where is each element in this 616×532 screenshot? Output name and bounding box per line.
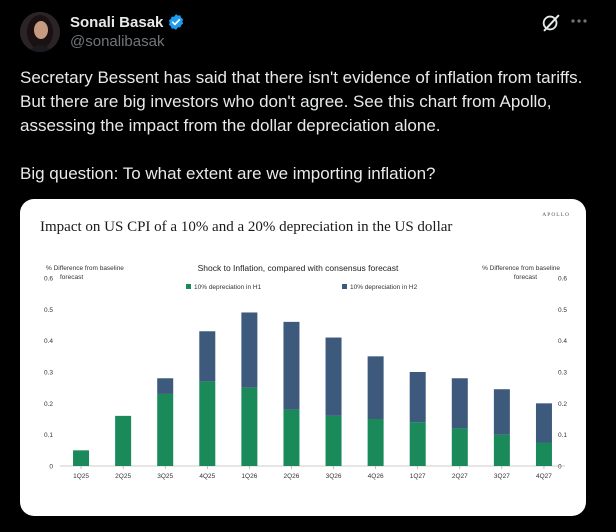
more-icon[interactable] [568, 10, 590, 32]
tweet-media-chart[interactable]: Impact on US CPI of a 10% and a 20% depr… [20, 199, 586, 516]
avatar-image [20, 12, 60, 52]
bar-3Q26-series1 [325, 415, 342, 466]
y-tick-right: 0.4 [558, 338, 567, 345]
bar-3Q25-series2 [157, 378, 174, 394]
x-tick-label: 2Q26 [284, 473, 300, 480]
y-tick-left: 0.1 [44, 432, 53, 439]
grok-icon[interactable] [540, 12, 562, 34]
y-tick-right: 0.2 [558, 401, 567, 408]
x-tick-label: 2Q25 [115, 473, 131, 480]
bar-4Q26-series2 [367, 356, 384, 419]
chart-brand-logo: APOLLO [542, 212, 570, 218]
chart-subtitle: Shock to Inflation, compared with consen… [198, 263, 399, 273]
bar-2Q27-series2 [451, 378, 468, 429]
x-tick-label: 4Q25 [199, 473, 215, 480]
x-tick-label: 3Q26 [326, 473, 342, 480]
bar-1Q25-series1 [73, 450, 90, 466]
author-name[interactable]: Sonali Basak [70, 13, 164, 31]
y-tick-left: 0 [49, 464, 53, 471]
bar-3Q26-series2 [325, 337, 342, 416]
y-axis-label-left-line2: forecast [60, 274, 83, 281]
bar-4Q26-series1 [367, 419, 384, 466]
legend-swatch-1 [186, 284, 191, 289]
x-tick-label: 4Q26 [368, 473, 384, 480]
bar-4Q27-series1 [535, 442, 552, 466]
x-tick-label: 3Q27 [494, 473, 510, 480]
x-tick-label: 2Q27 [452, 473, 468, 480]
y-tick-right: 0.6 [558, 276, 567, 283]
y-tick-left: 0.2 [44, 401, 53, 408]
legend-swatch-2 [342, 284, 347, 289]
bar-4Q27-series2 [535, 403, 552, 443]
chart-title: Impact on US CPI of a 10% and a 20% depr… [40, 219, 453, 235]
y-tick-left: 0.4 [44, 338, 53, 345]
y-tick-right: 0.5 [558, 307, 567, 314]
y-tick-left: 0.6 [44, 276, 53, 283]
bar-1Q27-series2 [409, 372, 426, 423]
avatar[interactable] [20, 12, 60, 52]
bar-2Q27-series1 [451, 428, 468, 466]
verified-badge-icon [169, 14, 184, 30]
legend-label-2: 10% depreciation in H2 [350, 284, 418, 291]
y-axis-label-left: % Difference from baseline [46, 265, 124, 272]
bar-1Q27-series1 [409, 422, 426, 466]
author-handle[interactable]: @sonalibasak [70, 33, 165, 50]
bar-4Q25-series1 [199, 381, 216, 466]
bar-3Q27-series1 [493, 434, 510, 466]
y-tick-right: 0.3 [558, 370, 567, 377]
y-tick-right: 0.1 [558, 432, 567, 439]
legend-label-1: 10% depreciation in H1 [194, 284, 262, 291]
tweet-text: Secretary Bessent has said that there is… [20, 68, 583, 183]
bar-2Q26-series2 [283, 321, 300, 410]
bar-2Q26-series1 [283, 409, 300, 466]
y-axis-label-right-line2: forecast [514, 274, 537, 281]
x-tick-label: 4Q27 [536, 473, 552, 480]
x-tick-label: 1Q27 [410, 473, 426, 480]
bar-3Q25-series1 [157, 393, 174, 466]
x-tick-label: 1Q25 [73, 473, 89, 480]
x-tick-label: 1Q26 [241, 473, 257, 480]
bar-1Q26-series2 [241, 312, 258, 388]
bar-3Q27-series2 [493, 389, 510, 435]
bar-4Q25-series2 [199, 331, 216, 382]
author-name-row[interactable]: Sonali Basak [70, 13, 185, 31]
y-tick-left: 0.5 [44, 307, 53, 314]
y-axis-label-right: % Difference from baseline [482, 265, 560, 272]
y-tick-left: 0.3 [44, 370, 53, 377]
y-tick-right: 0 [558, 464, 562, 471]
bar-2Q25-series1 [115, 415, 132, 466]
x-tick-label: 3Q25 [157, 473, 173, 480]
stacked-bar-chart: % Difference from baseline forecast % Diff… [44, 263, 567, 480]
bar-1Q26-series1 [241, 387, 258, 466]
